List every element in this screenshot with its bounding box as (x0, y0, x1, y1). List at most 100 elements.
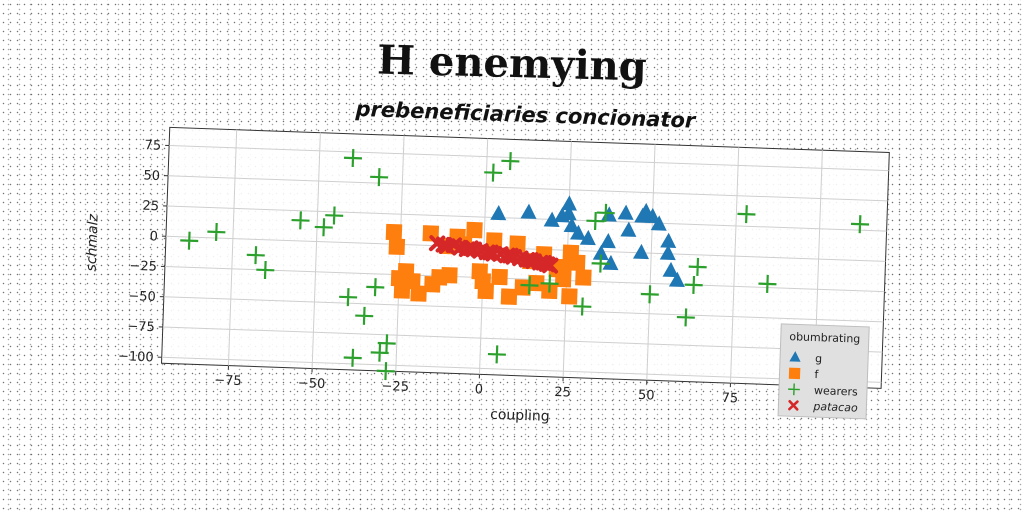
y-grid-line (168, 175, 888, 202)
point-g (668, 271, 685, 288)
point-wearers (487, 345, 506, 364)
point-wearers (640, 285, 659, 304)
point-wearers (339, 288, 358, 307)
point-f (491, 268, 508, 286)
point-g (644, 207, 661, 224)
point-wearers (586, 211, 605, 231)
point-wearers (180, 231, 199, 250)
y-grid-line (166, 205, 887, 232)
legend-marker (788, 383, 800, 396)
x-tick-label: 50 (638, 388, 655, 404)
point-wearers (370, 168, 389, 187)
data-points (180, 148, 870, 381)
point-wearers (850, 215, 870, 234)
point-wearers (291, 211, 310, 230)
point-f (562, 244, 580, 262)
point-f (466, 221, 483, 239)
legend-label: g (815, 352, 822, 365)
point-g (617, 204, 634, 220)
point-g (569, 224, 586, 240)
point-f (514, 279, 531, 296)
grid (161, 129, 889, 387)
x-tick-label: −50 (298, 376, 326, 392)
point-f (561, 288, 578, 305)
legend-marker (789, 351, 801, 362)
y-grid-line (169, 145, 889, 172)
point-patacao (502, 247, 519, 264)
y-tick-label: 50 (143, 168, 160, 184)
point-f (555, 258, 572, 276)
legend-entry-g: g (789, 351, 822, 365)
legend-entry-wearers: wearers (788, 383, 859, 399)
point-patacao (482, 244, 499, 261)
x-grid-line (311, 132, 321, 369)
y-tick-label: −25 (129, 259, 157, 275)
point-patacao (522, 251, 539, 269)
point-patacao (435, 236, 452, 253)
x-grid-line (729, 147, 740, 384)
point-g (602, 254, 619, 271)
point-f (385, 223, 403, 241)
point-wearers (684, 275, 703, 295)
x-axis-label: coupling (490, 407, 550, 425)
point-wearers (758, 274, 777, 293)
point-wearers (366, 278, 385, 297)
point-wearers (501, 152, 520, 171)
x-grid-line (646, 144, 656, 381)
point-wearers (246, 246, 265, 265)
series-g (490, 195, 685, 288)
point-g (659, 244, 676, 261)
point-wearers (314, 218, 333, 237)
point-f (404, 272, 421, 290)
series-wearers (180, 148, 870, 381)
point-g (650, 215, 667, 231)
point-wearers (376, 362, 395, 381)
point-g (632, 243, 649, 260)
point-patacao (535, 254, 552, 271)
x-tick-label: −75 (214, 373, 242, 389)
legend-label: wearers (814, 384, 859, 399)
point-g (660, 232, 677, 248)
point-wearers (688, 257, 707, 276)
point-f (527, 274, 545, 292)
point-g (662, 261, 679, 278)
legend-label: patacao (812, 400, 858, 415)
point-wearers (370, 343, 389, 362)
point-wearers (256, 260, 275, 280)
legend-marker (788, 400, 799, 411)
chart-title: prebeneficiaries concionator (354, 97, 697, 133)
y-grid-line (162, 326, 883, 353)
series-patacao (428, 235, 559, 274)
y-tick-label: 25 (142, 199, 159, 215)
y-grid-line (163, 296, 884, 323)
x-tick-label: 0 (475, 382, 484, 397)
point-wearers (355, 306, 374, 325)
y-grid-line (164, 266, 885, 293)
point-wearers (540, 274, 559, 293)
point-wearers (325, 206, 344, 225)
legend-box (777, 323, 870, 420)
y-grid-line (165, 235, 886, 262)
point-f (441, 266, 458, 284)
legend-marker (788, 367, 801, 380)
point-g (520, 203, 537, 219)
legend-title: obumbrating (789, 330, 860, 345)
point-wearers (207, 222, 226, 242)
point-f (422, 225, 440, 242)
y-tick-label: 75 (144, 138, 161, 154)
point-g (490, 204, 507, 221)
point-f (485, 232, 503, 249)
point-f (500, 288, 518, 305)
point-f (410, 285, 427, 302)
point-g (560, 195, 577, 211)
legend-label: f (814, 368, 819, 381)
point-wearers (484, 163, 503, 182)
y-grid-line (161, 356, 882, 383)
point-wearers (343, 348, 362, 367)
point-wearers (377, 334, 396, 353)
x-tick-label: 25 (554, 385, 571, 401)
